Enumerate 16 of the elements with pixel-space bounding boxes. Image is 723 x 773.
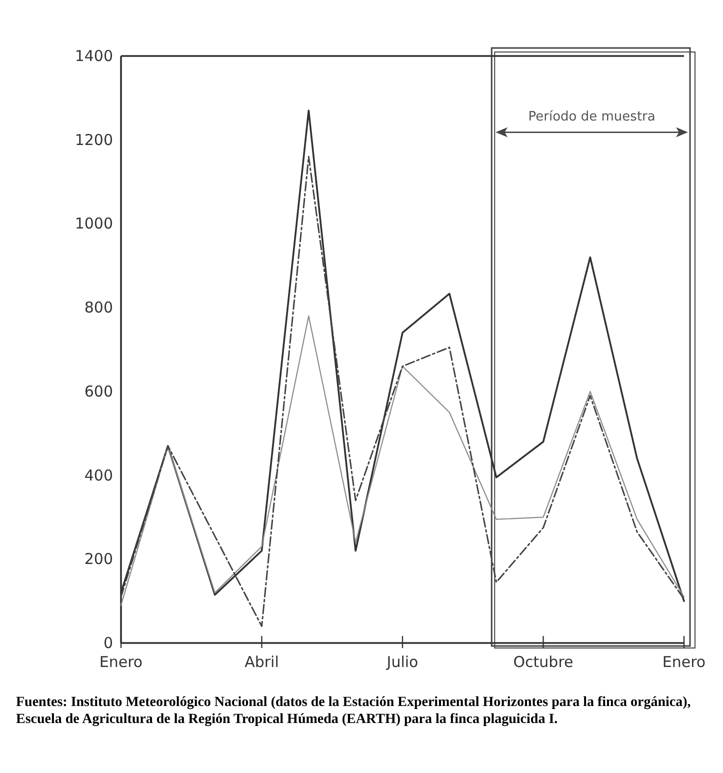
y-tick-label: 0 [103, 634, 113, 652]
x-tick-label: Octubre [513, 653, 574, 671]
line-series [120, 315, 685, 606]
y-tick-label: 400 [84, 466, 113, 484]
annotation: Período de muestra [528, 109, 656, 124]
x-tick-label: Julio [386, 653, 418, 671]
x-tick-label: Abril [244, 653, 279, 671]
x-tick-label: Enero [662, 653, 706, 671]
y-tick-label: 1000 [74, 214, 113, 233]
x-tick-label: Enero [99, 653, 143, 671]
y-tick-label: 1400 [74, 47, 113, 65]
y-tick-label: 600 [84, 382, 113, 400]
y-tick-label: 1200 [74, 130, 113, 149]
source-note: Fuentes: Instituto Meteorológico Nacional (datos de la Estación Experimental Horizontes para la finca orgánica), Escuela de Agricultura de la Región Tropical Húmeda (EARTH) para la finca plaguicida I. [15, 694, 692, 728]
y-tick-label: 200 [84, 550, 113, 568]
y-tick-label: 800 [84, 298, 113, 317]
